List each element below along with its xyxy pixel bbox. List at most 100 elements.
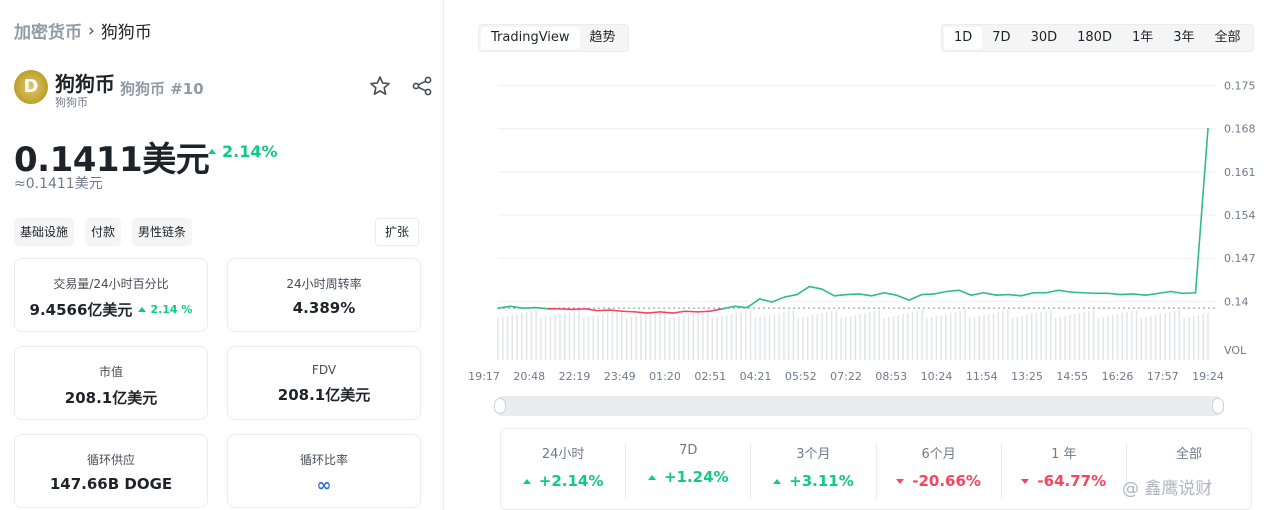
price-line-segment [646,311,661,314]
price-line-segment [995,293,1010,297]
price-line-segment [945,289,960,293]
stat-value: 4.389% [292,299,356,317]
price-line-segment [1194,127,1209,294]
x-tick-label: 08:53 [875,370,907,383]
up-arrow-icon [647,474,656,480]
perf-6m: 6个月 -20.66% [877,443,1002,499]
tag-chain[interactable]: 男性链条 [132,218,193,246]
x-tick-label: 13:25 [1011,370,1043,383]
perf-value-text: -64.77% [1037,472,1107,490]
price-line-segment [733,305,748,309]
range-3y[interactable]: 3年 [1173,30,1195,45]
x-tick-label: 05:52 [785,370,817,383]
x-tick-label: 23:49 [604,370,636,383]
price-line-segment [621,310,636,313]
range-handle-right[interactable] [1212,398,1224,414]
price-line-segment [1132,293,1147,297]
share-icon[interactable] [410,74,434,98]
chart-range-scrollbar[interactable] [494,396,1224,416]
price-line-segment [746,298,761,309]
price-line-segment [895,294,910,301]
x-tick-label: 14:55 [1056,370,1088,383]
price-line-segment [609,309,624,313]
tag-infrastructure[interactable]: 基础设施 [14,218,75,246]
price-line-segment [970,291,985,297]
price-line-segment [1057,289,1072,293]
range-30d[interactable]: 30D [1030,30,1058,45]
price-line-segment [596,309,611,312]
perf-value: +2.14% [501,472,625,490]
volume-change-value: 2.14 % [150,303,193,316]
price-line-segment [534,306,549,310]
perf-value: -64.77% [1002,472,1126,490]
watermark: @ 鑫鹰说财 [1122,474,1212,499]
perf-1y: 1 年 -64.77% [1002,443,1127,499]
price-line-segment [982,291,998,297]
price-chart[interactable]: 0.175 0.168 0.161 0.154 0.147 0.14 VOL 19:17 20:… [446,60,1280,390]
expand-button[interactable]: 扩张 [375,218,420,246]
price-line-segment [858,293,873,297]
perf-value-text: +1.24% [663,468,729,486]
coin-info-panel: 加密货币 › 狗狗币 狗狗币 狗狗币 狗狗币 #10 0.1411美元 2.14… [0,0,444,510]
price-line-segment [845,293,861,296]
price-line-segment [771,296,786,303]
y-tick-label: 0.154 [1224,209,1256,222]
range-1d[interactable]: 1D [944,27,983,49]
price-line-segment [1182,291,1197,295]
x-tick-label: 16:26 [1102,370,1134,383]
price-line-segment [497,305,512,309]
price-line-segment [796,285,811,296]
dogecoin-logo-icon [14,70,48,104]
range-7d[interactable]: 7D [992,30,1011,45]
price-line-segment [721,305,736,310]
range-all[interactable]: 全部 [1214,30,1241,45]
tag-payments[interactable]: 付款 [85,218,122,246]
price-line-segment [671,310,686,314]
price-line-segment [833,293,848,297]
price-line-segment [634,311,649,314]
breadcrumb: 加密货币 › 狗狗币 [14,18,152,44]
tab-trend[interactable]: 趋势 [589,30,616,45]
price-line-segment [920,293,935,296]
up-arrow-icon [522,478,531,484]
x-tick-label: 04:21 [740,370,772,383]
coin-name: 狗狗币 [55,72,115,96]
perf-label: 24小时 [541,447,585,462]
x-tick-label: 11:54 [966,370,998,383]
price-line-segment [1157,290,1172,295]
tab-tradingview[interactable]: TradingView [481,27,580,49]
perf-value-text: +2.14% [538,472,604,490]
perf-3m: 3个月 +3.11% [751,443,877,499]
price-line-segment [559,307,574,311]
breadcrumb-current: 狗狗币 [100,23,152,43]
stat-value: 208.1亿美元 [64,389,158,407]
stat-label: 市值 [98,365,123,379]
y-tick-label: 0.14 [1224,295,1249,308]
price-line-segment [696,310,711,313]
breadcrumb-root-link[interactable]: 加密货币 [14,23,82,43]
view-toggle: TradingView 趋势 [478,24,629,52]
price-line-segment [808,285,823,290]
price-line-segment [1144,292,1159,297]
chevron-right-icon: › [88,20,95,41]
stat-label: FDV [311,363,337,377]
range-1y[interactable]: 1年 [1131,30,1154,45]
down-arrow-icon [1021,478,1030,484]
perf-value-text: -20.66% [912,472,981,490]
up-arrow-icon [773,478,782,484]
price-line-segment [509,305,524,309]
range-handle-left[interactable] [494,398,506,414]
volume-change: 2.14 % [138,303,192,316]
current-price: 0.1411美元 [14,140,210,180]
price-line-segment [584,307,599,312]
range-180d[interactable]: 180D [1077,30,1112,45]
perf-label: 全部 [1175,447,1202,462]
range-toggle: 1D 7D 30D 180D 1年 3年 全部 [941,24,1254,52]
price-line-segment [571,307,586,311]
star-icon[interactable] [368,74,392,98]
price-line-segment [933,290,948,295]
perf-label: 1 年 [1051,447,1077,462]
price-line-segment [684,310,699,313]
x-tick-label: 20:48 [513,370,545,383]
price-line-segment [1070,291,1085,294]
